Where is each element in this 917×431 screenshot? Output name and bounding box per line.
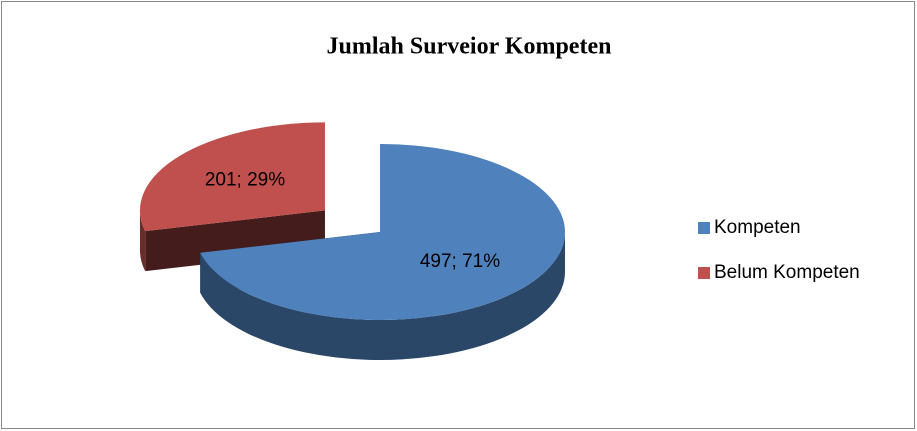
pie-slice <box>139 122 325 272</box>
slice-top <box>200 144 565 321</box>
slice-side <box>139 210 146 272</box>
legend-swatch <box>698 222 710 234</box>
slice-face <box>145 210 325 272</box>
slice-top <box>139 122 325 232</box>
pie-slice <box>200 144 565 360</box>
data-label: 497; 71% <box>420 251 500 272</box>
data-label: 201; 29% <box>205 169 285 190</box>
slice-side <box>200 232 565 360</box>
legend-swatch <box>698 267 710 279</box>
chart-title: Jumlah Surveior Kompeten <box>327 34 612 60</box>
legend-label: Belum Kompeten <box>714 262 860 283</box>
legend-label: Kompeten <box>714 217 801 238</box>
